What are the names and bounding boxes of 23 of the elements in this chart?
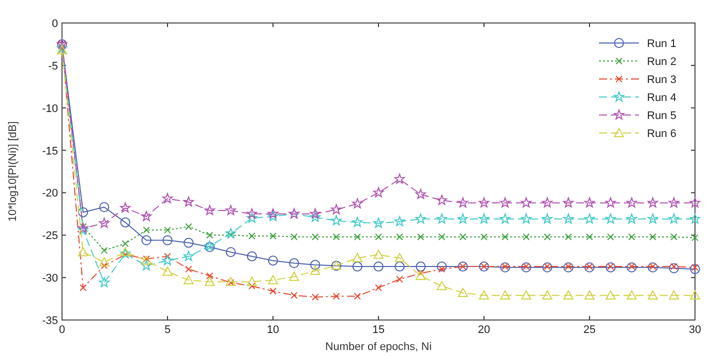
x-tick-label: 20 bbox=[478, 324, 490, 336]
x-tick-label: 25 bbox=[583, 324, 596, 336]
legend-label: Run 6 bbox=[647, 128, 676, 140]
y-axis-title: 10*log10[PI(Ni)] [dB] bbox=[7, 121, 19, 222]
x-tick-label: 10 bbox=[266, 324, 280, 336]
y-tick-label: -15 bbox=[42, 145, 58, 158]
y-tick-label: -25 bbox=[42, 230, 58, 242]
y-tick-label: -35 bbox=[42, 315, 58, 327]
legend-label: Run 4 bbox=[647, 92, 676, 104]
y-tick-label: -20 bbox=[42, 188, 58, 200]
x-tick-label: 15 bbox=[372, 324, 385, 336]
x-tick-label: 0 bbox=[58, 324, 66, 336]
legend-label: Run 1 bbox=[647, 38, 676, 50]
y-tick-label: 0 bbox=[52, 18, 58, 30]
legend-label: Run 2 bbox=[647, 56, 676, 68]
y-tick-label: -10 bbox=[42, 102, 58, 115]
y-tick-label: -30 bbox=[42, 272, 58, 285]
x-tick-label: 5 bbox=[164, 324, 171, 336]
x-tick-label: 30 bbox=[688, 324, 702, 336]
legend-label: Run 3 bbox=[647, 74, 676, 86]
y-tick-label: -5 bbox=[48, 60, 58, 72]
legend-label: Run 5 bbox=[647, 110, 676, 122]
x-axis-title: Number of epochs, Ni bbox=[325, 341, 432, 353]
